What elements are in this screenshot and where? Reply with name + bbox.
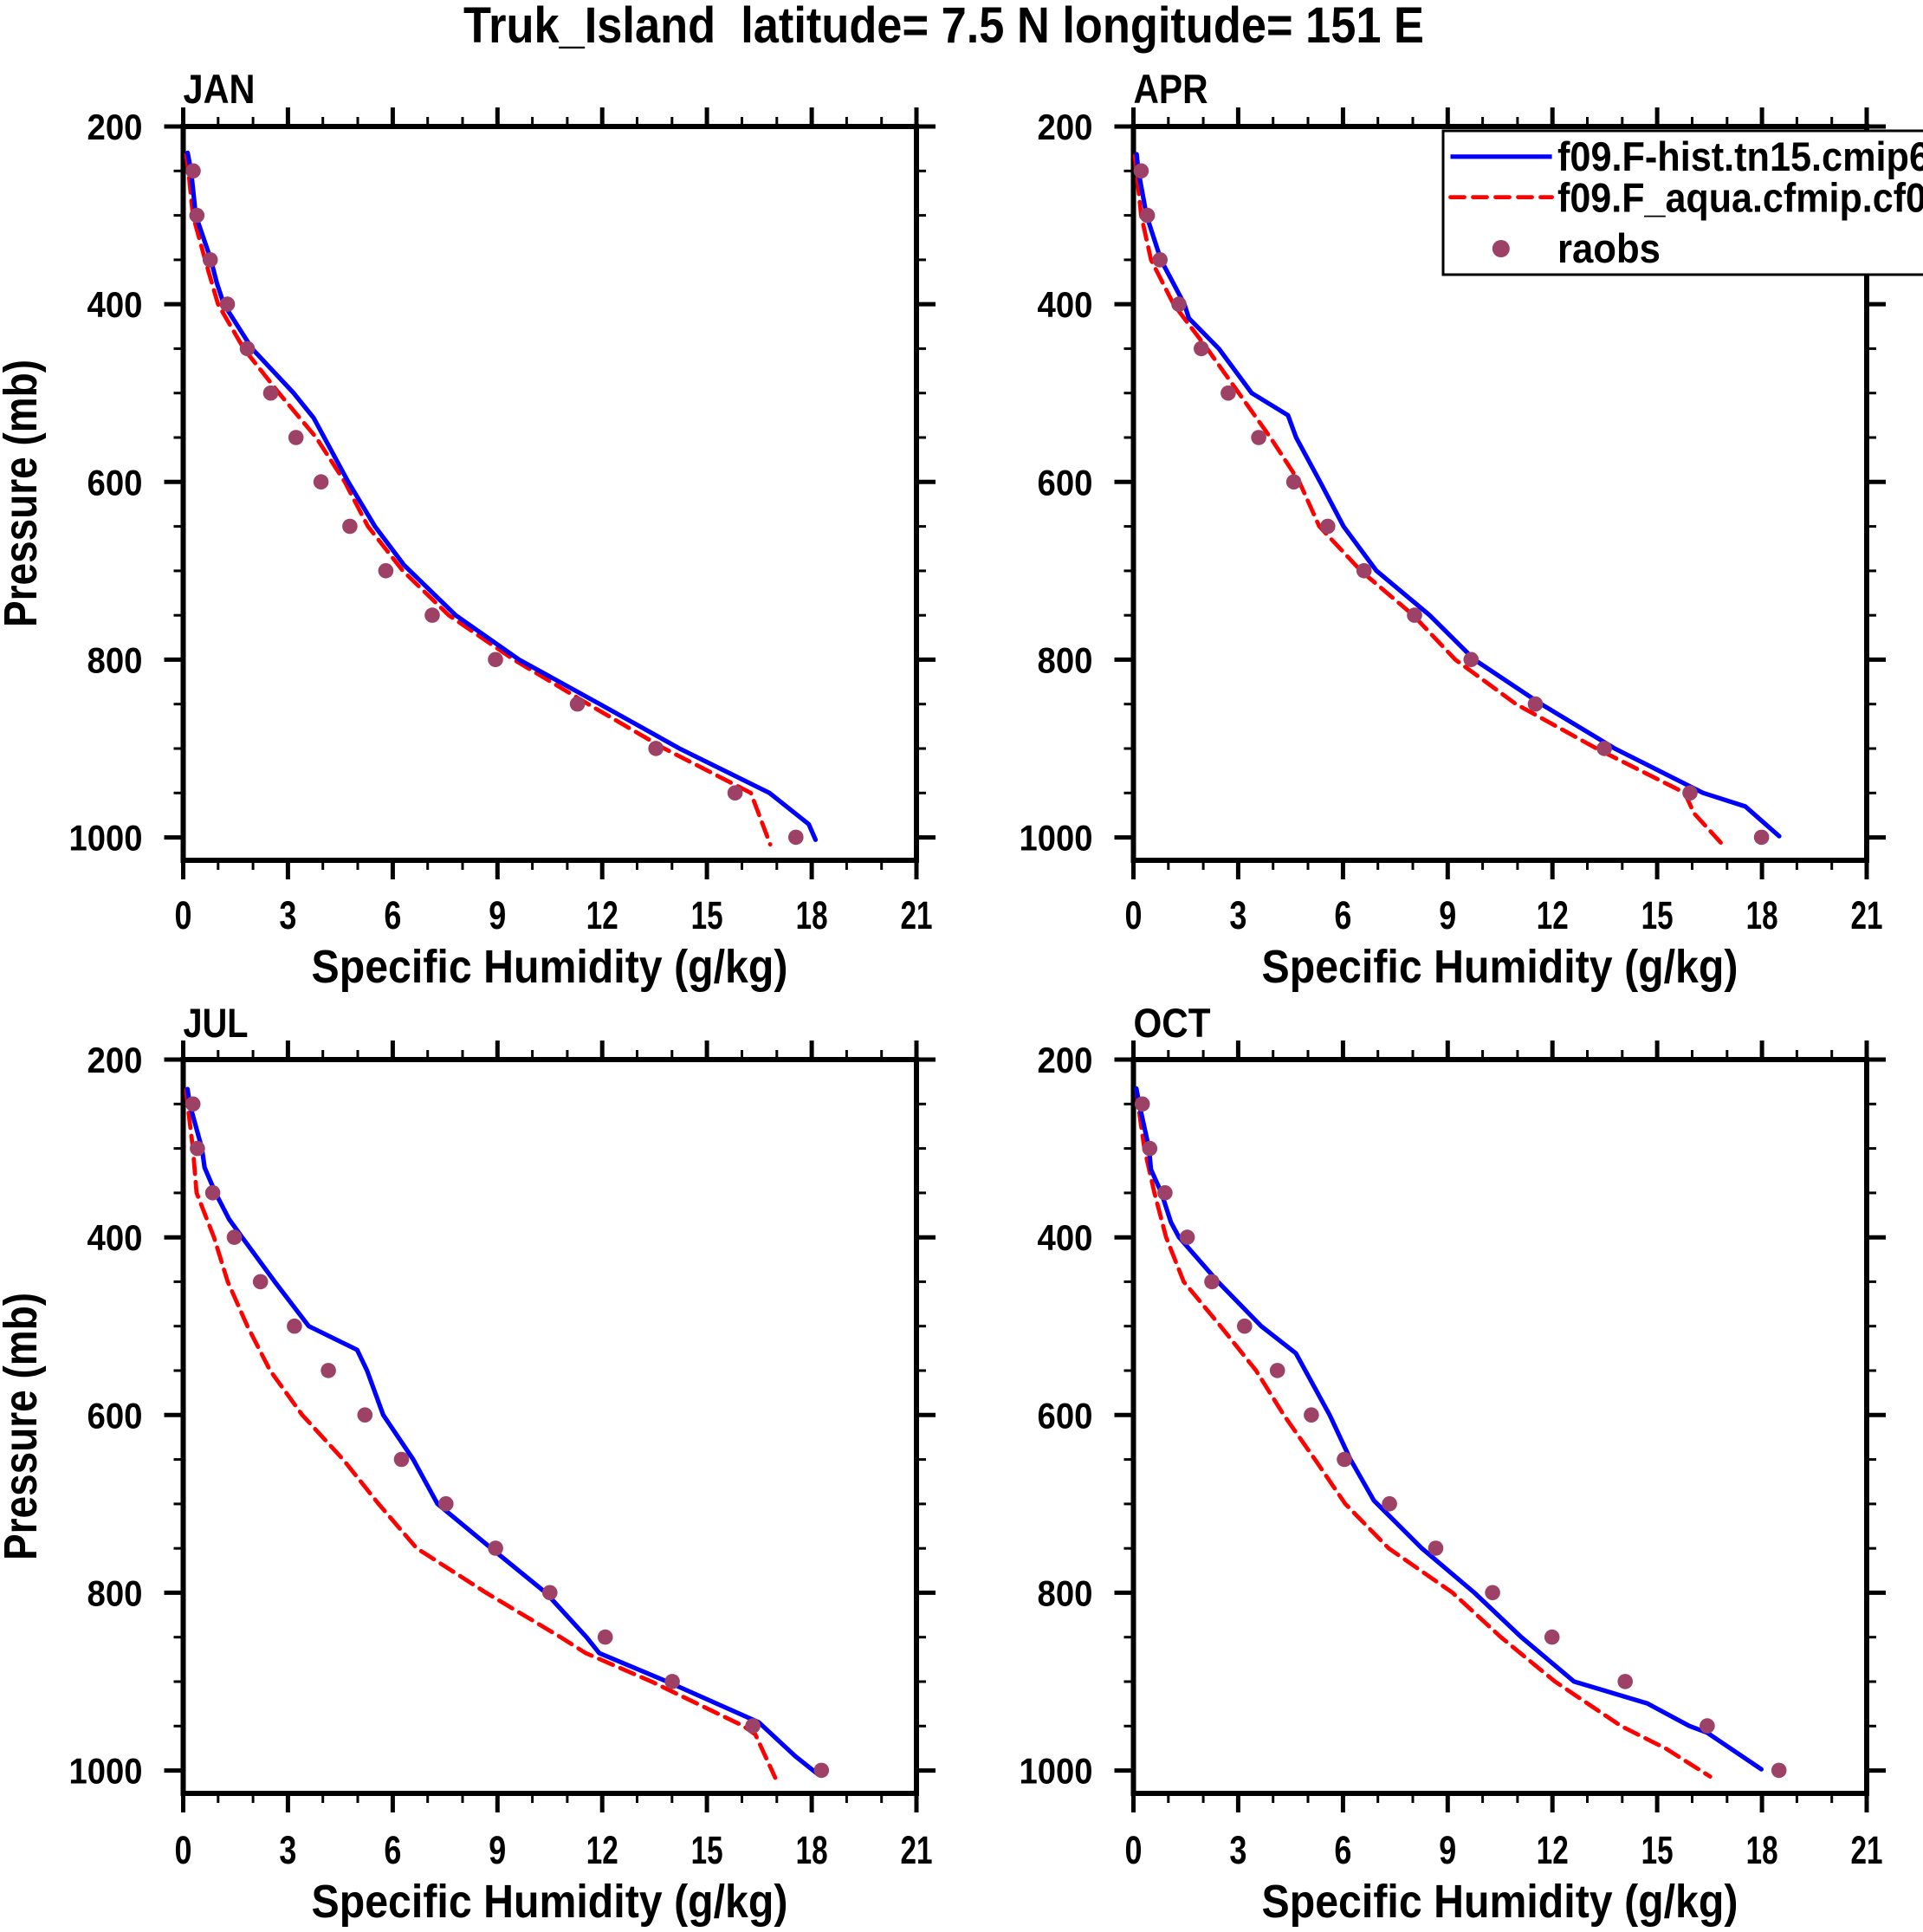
svg-text:600: 600 bbox=[87, 1395, 143, 1436]
svg-text:12: 12 bbox=[1537, 893, 1569, 937]
svg-text:12: 12 bbox=[1537, 1828, 1569, 1872]
svg-text:15: 15 bbox=[1641, 893, 1674, 937]
svg-text:400: 400 bbox=[1038, 284, 1093, 325]
svg-text:15: 15 bbox=[1641, 1828, 1674, 1872]
svg-text:0: 0 bbox=[1125, 1828, 1143, 1872]
svg-text:800: 800 bbox=[1038, 639, 1093, 680]
svg-text:9: 9 bbox=[1439, 1828, 1456, 1872]
svg-text:JAN: JAN bbox=[184, 66, 256, 112]
svg-text:3: 3 bbox=[279, 893, 296, 937]
svg-text:200: 200 bbox=[87, 107, 143, 147]
svg-text:800: 800 bbox=[1038, 1572, 1093, 1613]
svg-text:800: 800 bbox=[87, 639, 143, 680]
svg-text:3: 3 bbox=[1229, 893, 1246, 937]
svg-text:18: 18 bbox=[1746, 893, 1778, 937]
svg-text:Specific Humidity (g/kg): Specific Humidity (g/kg) bbox=[312, 941, 788, 993]
svg-text:f09.F-hist.tn15.cmip6: f09.F-hist.tn15.cmip6 bbox=[1557, 133, 1923, 179]
svg-text:Pressure (mb): Pressure (mb) bbox=[0, 360, 47, 627]
svg-text:JUL: JUL bbox=[184, 1000, 249, 1046]
svg-text:Specific Humidity (g/kg): Specific Humidity (g/kg) bbox=[1262, 1876, 1738, 1928]
svg-text:0: 0 bbox=[175, 893, 192, 937]
svg-text:OCT: OCT bbox=[1134, 1000, 1211, 1046]
svg-text:3: 3 bbox=[279, 1828, 296, 1872]
svg-text:800: 800 bbox=[87, 1572, 143, 1613]
svg-text:600: 600 bbox=[1038, 462, 1093, 502]
svg-text:APR: APR bbox=[1134, 66, 1208, 112]
svg-text:12: 12 bbox=[586, 893, 618, 937]
svg-text:9: 9 bbox=[1439, 893, 1456, 937]
svg-text:Pressure (mb): Pressure (mb) bbox=[0, 1293, 47, 1560]
svg-text:1000: 1000 bbox=[69, 1751, 143, 1792]
svg-text:21: 21 bbox=[901, 893, 933, 937]
svg-text:200: 200 bbox=[87, 1040, 143, 1080]
svg-text:1000: 1000 bbox=[69, 818, 143, 859]
svg-text:18: 18 bbox=[796, 893, 828, 937]
svg-text:Specific Humidity (g/kg): Specific Humidity (g/kg) bbox=[1262, 941, 1738, 993]
svg-text:1000: 1000 bbox=[1020, 818, 1093, 859]
svg-text:f09.F_aqua.cfmip.cf0: f09.F_aqua.cfmip.cf0 bbox=[1557, 175, 1923, 221]
svg-text:0: 0 bbox=[1125, 893, 1143, 937]
svg-text:Truk_Island latitude= 7.5 N l: Truk_Island latitude= 7.5 N longitude= 1… bbox=[463, 0, 1424, 54]
svg-text:15: 15 bbox=[691, 1828, 723, 1872]
svg-text:400: 400 bbox=[87, 284, 143, 325]
svg-text:18: 18 bbox=[796, 1828, 828, 1872]
svg-text:200: 200 bbox=[1038, 1040, 1093, 1080]
svg-text:9: 9 bbox=[489, 893, 506, 937]
svg-text:600: 600 bbox=[87, 462, 143, 502]
svg-text:18: 18 bbox=[1746, 1828, 1778, 1872]
svg-text:600: 600 bbox=[1038, 1395, 1093, 1436]
svg-text:21: 21 bbox=[901, 1828, 933, 1872]
svg-text:9: 9 bbox=[489, 1828, 506, 1872]
svg-text:21: 21 bbox=[1851, 893, 1883, 937]
svg-text:400: 400 bbox=[1038, 1217, 1093, 1258]
svg-text:15: 15 bbox=[691, 893, 723, 937]
svg-text:raobs: raobs bbox=[1557, 225, 1661, 271]
svg-text:3: 3 bbox=[1229, 1828, 1246, 1872]
svg-text:1000: 1000 bbox=[1020, 1751, 1093, 1792]
svg-text:6: 6 bbox=[384, 893, 401, 937]
svg-text:Specific Humidity (g/kg): Specific Humidity (g/kg) bbox=[312, 1876, 788, 1928]
svg-text:12: 12 bbox=[586, 1828, 618, 1872]
svg-text:6: 6 bbox=[1334, 893, 1351, 937]
svg-text:0: 0 bbox=[175, 1828, 192, 1872]
svg-text:21: 21 bbox=[1851, 1828, 1883, 1872]
svg-text:6: 6 bbox=[1334, 1828, 1351, 1872]
svg-text:200: 200 bbox=[1038, 107, 1093, 147]
svg-text:6: 6 bbox=[384, 1828, 401, 1872]
svg-text:400: 400 bbox=[87, 1217, 143, 1258]
